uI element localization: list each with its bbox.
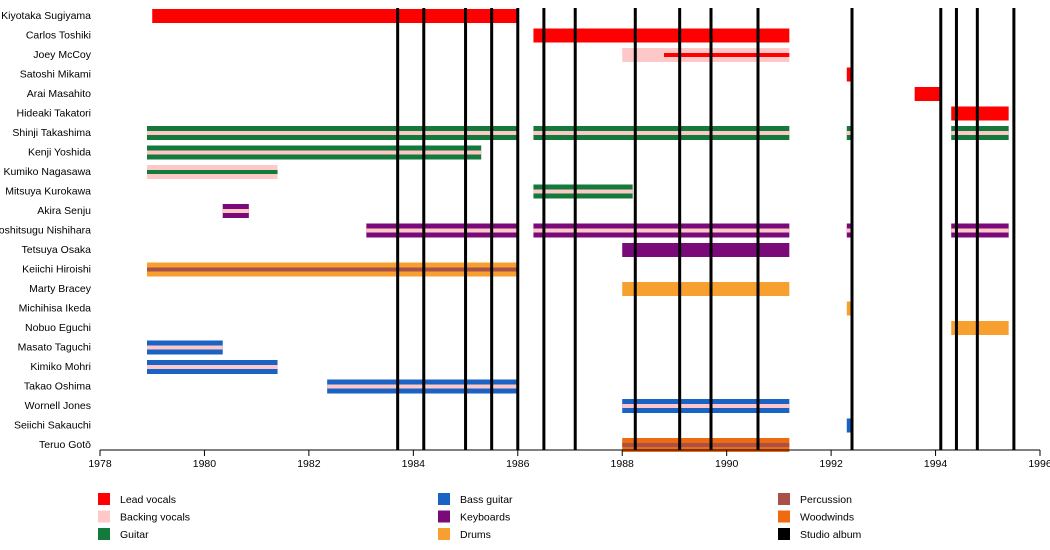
legend-swatch <box>778 510 790 523</box>
member-name: Shinji Takashima <box>12 127 91 139</box>
role-bar <box>846 301 852 316</box>
legend-label: Backing vocals <box>120 511 190 523</box>
legend-label: Keyboards <box>460 511 510 523</box>
legend-swatch <box>98 510 110 523</box>
x-tick-label: 1992 <box>819 458 843 470</box>
legend-label: Woodwinds <box>800 511 854 523</box>
role-bar <box>622 282 790 296</box>
member-name: Carlos Toshiki <box>26 29 91 41</box>
role-stripe <box>147 131 518 135</box>
role-stripe <box>147 365 278 369</box>
member-name: Kumiko Nagasawa <box>3 166 91 178</box>
role-stripe <box>846 131 852 135</box>
role-stripe <box>222 209 249 213</box>
role-stripe <box>951 228 1009 233</box>
member-name: Hideaki Takatori <box>16 107 91 119</box>
member-name: Marty Bracey <box>29 283 92 295</box>
role-bar <box>951 321 1009 335</box>
member-name: Kimiko Mohri <box>30 361 91 373</box>
legend-swatch <box>438 493 450 505</box>
legend-label: Percussion <box>800 494 852 506</box>
member-name: Akira Senju <box>37 205 91 217</box>
role-bar <box>622 243 790 257</box>
role-bar <box>914 87 941 101</box>
legend-swatch <box>438 510 450 523</box>
legend-swatch <box>98 528 110 540</box>
legend-swatch <box>438 528 450 540</box>
legend-label: Guitar <box>120 529 149 541</box>
member-name: Masato Taguchi <box>18 341 91 353</box>
role-stripe <box>533 228 790 233</box>
member-name: Mitsuya Kurokawa <box>5 185 91 197</box>
role-stripe <box>622 404 790 408</box>
role-stripe <box>147 170 278 174</box>
member-name: Teruo Gotō <box>39 439 91 451</box>
member-name: Arai Masahito <box>27 88 91 100</box>
x-tick-label: 1990 <box>715 458 739 470</box>
member-name: Nobuo Eguchi <box>25 322 91 334</box>
x-tick-label: 1988 <box>611 458 635 470</box>
role-bar <box>951 106 1009 121</box>
role-stripe <box>846 228 852 233</box>
member-name: Takao Oshima <box>24 380 91 392</box>
legend-label: Lead vocals <box>120 494 176 506</box>
member-name: Seiichi Sakauchi <box>14 419 91 431</box>
member-name: Wornell Jones <box>25 400 91 412</box>
member-name: Satoshi Mikami <box>20 68 91 80</box>
role-stripe <box>951 131 1009 135</box>
role-bar <box>846 418 852 433</box>
x-tick-label: 1980 <box>193 458 217 470</box>
legend-label: Bass guitar <box>460 494 513 506</box>
legend-swatch <box>778 493 790 505</box>
role-stripe <box>147 150 482 155</box>
x-tick-label: 1982 <box>297 458 321 470</box>
member-name: Toshitsugu Nishihara <box>0 224 91 236</box>
member-name: Keiichi Hiroishi <box>22 263 91 275</box>
legend-swatch <box>778 528 790 540</box>
member-name: Kiyotaka Sugiyama <box>1 10 91 22</box>
role-stripe <box>366 228 518 233</box>
role-stripe <box>147 267 518 272</box>
legend-label: Drums <box>460 529 491 541</box>
role-stripe <box>533 131 790 135</box>
member-name: Kenji Yoshida <box>28 146 91 158</box>
member-name: Joey McCoy <box>33 49 92 61</box>
member-name: Michihisa Ikeda <box>19 302 92 314</box>
x-tick-label: 1984 <box>402 458 426 470</box>
legend-label: Studio album <box>800 529 862 541</box>
role-bar <box>152 9 518 23</box>
role-stripe <box>664 53 790 57</box>
x-tick-label: 1978 <box>88 458 112 470</box>
role-stripe <box>533 189 633 194</box>
role-stripe <box>622 443 790 447</box>
role-bar <box>533 28 790 43</box>
x-tick-label: 1996 <box>1028 458 1050 470</box>
x-tick-label: 1986 <box>506 458 530 470</box>
role-bar <box>846 67 852 82</box>
x-tick-label: 1994 <box>924 458 948 470</box>
member-name: Tetsuya Osaka <box>22 244 92 256</box>
legend-swatch <box>98 493 110 505</box>
role-stripe <box>147 345 223 350</box>
